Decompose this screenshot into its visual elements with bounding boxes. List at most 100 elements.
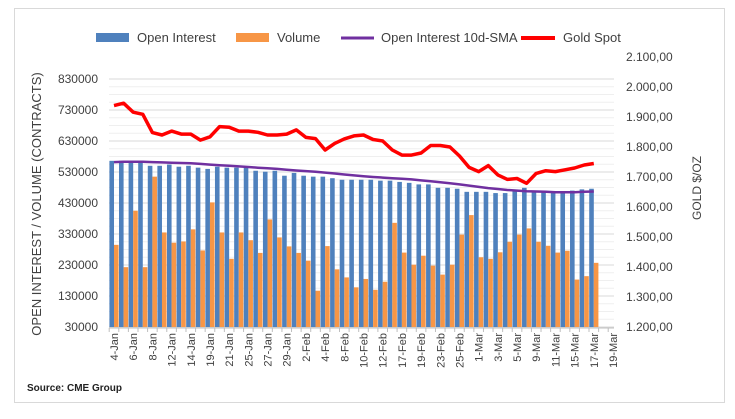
open-interest-bar: [166, 164, 172, 327]
source-note: Source: CME Group: [27, 383, 122, 394]
open-interest-bar: [426, 184, 431, 327]
lines: [113, 101, 595, 194]
open-interest-bar: [224, 167, 230, 327]
volume-bar: [373, 289, 378, 327]
volume-bar: [526, 228, 532, 327]
open-interest-bar: [310, 176, 316, 327]
y-axis-left-title: OPEN INTEREST / VOLUME (CONTRACTS): [29, 72, 44, 335]
axes: 830000 730000 630000 530000 430000 330000 2300…: [58, 50, 673, 368]
x-tick-label: 25-Feb: [454, 333, 466, 368]
volume-bar: [401, 252, 407, 327]
volume-bar: [114, 244, 119, 327]
open-interest-bar: [445, 187, 450, 327]
open-interest-bar: [493, 193, 498, 327]
open-interest-bar: [253, 170, 258, 327]
volume-bar: [133, 210, 138, 327]
y-right-tick-label: 1.300,00: [626, 290, 673, 304]
open-interest-bar: [378, 180, 383, 327]
volume-bar: [229, 258, 234, 327]
x-tick-label: 3-Mar: [493, 333, 505, 362]
open-interest-bar: [550, 191, 556, 327]
legend-label-sma: Open Interest 10d-SMA: [381, 30, 518, 45]
volume-bar: [248, 240, 253, 327]
y-left-tick-label: 630000: [58, 134, 98, 148]
volume-bar: [257, 252, 263, 327]
open-interest-bar: [349, 179, 354, 327]
y-right-tick-label: 1.600,00: [626, 200, 673, 214]
y-left-tick-label: 430000: [58, 196, 98, 210]
open-interest-bar: [397, 181, 402, 327]
volume-bar: [421, 255, 426, 327]
y-axis-right-title: GOLD $/OZ: [690, 156, 704, 220]
volume-bar: [286, 246, 292, 327]
x-tick-label: 11-Mar: [550, 333, 562, 367]
x-tick-label: 9-Mar: [531, 333, 543, 362]
x-tick-label: 23-Feb: [435, 333, 447, 368]
x-tick-label: 19-Feb: [416, 333, 428, 368]
volume-bar: [478, 257, 484, 327]
open-interest-bar: [435, 187, 441, 327]
y-left-tick-label: 330000: [58, 227, 98, 241]
open-interest-bar: [464, 191, 470, 327]
y-right-tick-label: 2.100,00: [626, 50, 673, 64]
volume-bar: [219, 232, 225, 327]
y-right-tick-label: 1.900,00: [626, 110, 673, 124]
open-interest-bar: [406, 182, 412, 327]
y-right-tick-label: 2.000,00: [626, 80, 673, 94]
volume-bar: [296, 252, 301, 327]
volume-bar: [382, 281, 388, 327]
open-interest-bar: [531, 190, 537, 327]
x-tick-label: 21-Jan: [224, 333, 236, 367]
open-interest-bar: [474, 191, 479, 327]
volume-bar: [238, 232, 244, 327]
volume-bar: [536, 241, 541, 327]
volume-bar: [152, 176, 157, 327]
volume-bar: [545, 245, 551, 327]
volume-bar: [517, 234, 522, 327]
volume-bar: [334, 269, 340, 327]
open-interest-bar: [147, 165, 153, 327]
open-interest-bar: [301, 175, 306, 327]
x-tick-label: 4-Jan: [109, 333, 121, 361]
open-interest-bar: [589, 188, 594, 327]
open-interest-bar: [570, 190, 575, 327]
y-left-tick-label: 130000: [58, 289, 98, 303]
x-tick-label: 2-Feb: [301, 333, 313, 362]
open-interest-bar: [579, 189, 585, 327]
volume-bar: [593, 262, 599, 327]
volume-bar: [459, 234, 465, 327]
open-interest-bar: [320, 176, 326, 327]
x-tick-label: 1-Mar: [474, 333, 486, 362]
open-interest-bar: [176, 166, 182, 327]
open-interest-bar: [272, 170, 278, 327]
open-interest-bar: [339, 179, 345, 327]
x-tick-label: 29-Jan: [282, 333, 294, 367]
volume-bar: [181, 241, 186, 327]
volume-bar: [555, 252, 561, 327]
y-left-tick-label: 830000: [58, 72, 98, 86]
open-interest-bar: [502, 193, 508, 327]
volume-bar: [440, 274, 445, 327]
x-tick-label: 8-Jan: [147, 333, 159, 361]
volume-bar: [209, 202, 215, 327]
legend-label-gold: Gold Spot: [563, 30, 621, 45]
x-tick-label: 19-Jan: [205, 333, 217, 367]
volume-bar: [267, 219, 273, 327]
y-right-tick-label: 1.700,00: [626, 170, 673, 184]
open-interest-bar: [282, 175, 287, 327]
open-interest-bar: [368, 179, 374, 327]
x-tick-label: 12-Jan: [167, 333, 179, 367]
volume-bar: [488, 258, 493, 327]
volume-bar: [315, 290, 321, 327]
x-tick-label: 14-Jan: [186, 333, 198, 367]
volume-bar: [430, 265, 436, 327]
open-interest-bar: [454, 188, 460, 327]
x-tick-label: 5-Mar: [512, 333, 524, 362]
open-interest-bar: [541, 190, 546, 327]
y-right-tick-label: 1.400,00: [626, 260, 673, 274]
volume-bar: [171, 242, 177, 327]
open-interest-bar: [330, 178, 335, 327]
volume-bar: [584, 276, 589, 327]
x-tick-label: 6-Jan: [128, 333, 140, 361]
